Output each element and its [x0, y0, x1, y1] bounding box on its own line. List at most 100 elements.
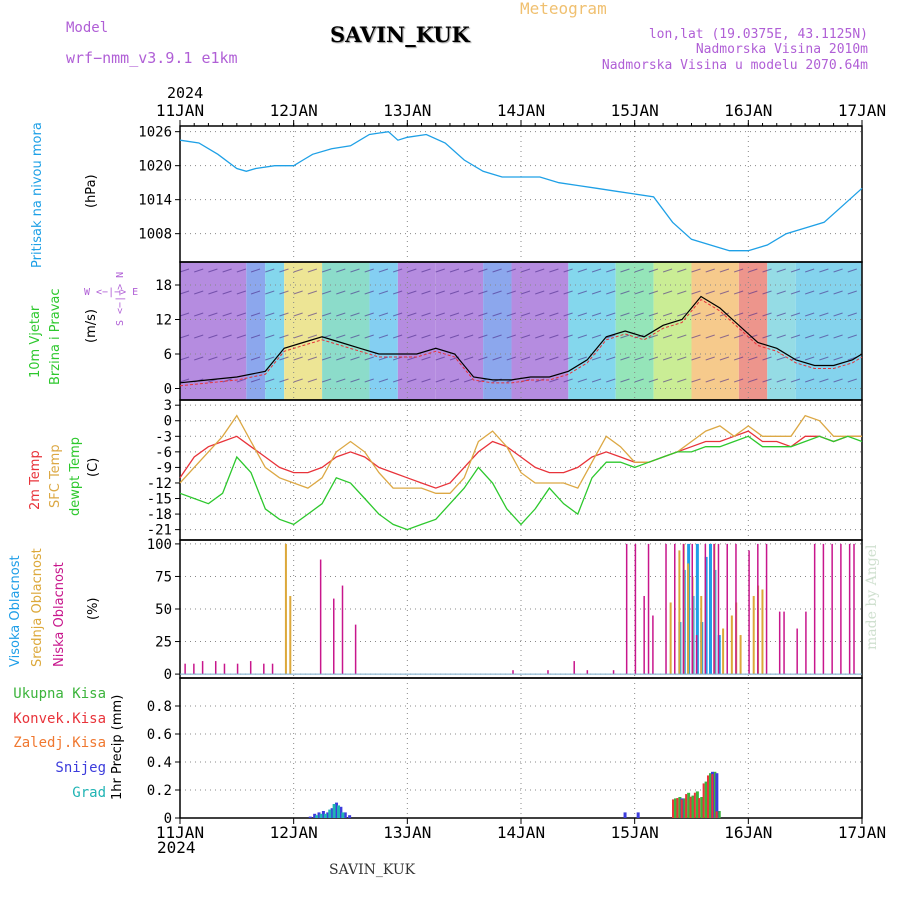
- wind-arrow: [733, 268, 744, 273]
- wind-arrow: [250, 378, 261, 383]
- wind-arrow: [805, 334, 815, 339]
- time-label-top: 11JAN: [156, 101, 204, 120]
- wind-arrow: [847, 268, 857, 273]
- wind-arrow: [506, 356, 516, 361]
- wind-arrow: [677, 334, 687, 339]
- wind-arrow: [464, 268, 474, 273]
- cloud-low-bar: [319, 559, 322, 675]
- year-top: 2024: [167, 84, 204, 102]
- wind-arrow: [776, 268, 786, 273]
- wind-arrow: [677, 356, 687, 361]
- wind-arrow: [194, 356, 204, 361]
- wind-arrow: [378, 312, 389, 317]
- y-tick-label: 1008: [138, 227, 172, 243]
- y-tick-label: -3: [155, 429, 172, 445]
- wind-arrow: [762, 334, 772, 339]
- wind-arrow: [506, 334, 516, 339]
- cloud-low-bar: [695, 635, 698, 675]
- y-tick-label: -21: [147, 523, 172, 539]
- wind-arrow: [179, 378, 190, 383]
- wind-arrow: [847, 334, 857, 339]
- wind-arrow: [549, 268, 559, 273]
- y-tick-label: 0.8: [147, 699, 172, 715]
- time-label-top: 13JAN: [383, 101, 431, 120]
- precip-total-bar: [682, 798, 686, 818]
- y-tick-label: 0: [164, 382, 172, 398]
- cloud-low-bar: [184, 663, 186, 675]
- wind-arrow: [478, 312, 488, 317]
- wind-arrow: [591, 268, 602, 273]
- wind-arrow: [563, 268, 573, 273]
- cloud-low-bar: [765, 543, 768, 675]
- cloud-low-bar: [713, 543, 715, 675]
- wind-arrow: [705, 356, 715, 361]
- wind-arrow: [549, 312, 559, 317]
- wind-band: [246, 262, 266, 400]
- cloud-mid-bar: [752, 595, 755, 675]
- precip-total-bar: [687, 792, 691, 818]
- wind-gust-line: [179, 298, 863, 387]
- y-tick-label: 1020: [138, 159, 172, 175]
- y-tick-label: 0.6: [147, 727, 172, 743]
- wind-arrow: [236, 334, 246, 339]
- wind-arrow: [662, 312, 673, 317]
- wind-arrow: [805, 378, 815, 383]
- cloud-low-bar: [573, 661, 575, 675]
- wind-arrow: [662, 268, 673, 273]
- cloud-low-bar: [778, 611, 781, 675]
- y-tick-label: 1026: [138, 125, 172, 141]
- wind-arrow: [648, 356, 659, 361]
- wind-arrow: [535, 356, 545, 361]
- wind-arrow: [506, 290, 516, 295]
- cloud-low-bar: [201, 661, 204, 675]
- wind-arrow: [464, 312, 474, 317]
- y-tick-label: 50: [155, 602, 172, 618]
- wind-arrow: [236, 356, 246, 361]
- wind-arrow: [506, 268, 516, 273]
- wind-arrow: [321, 378, 332, 383]
- lonlat-label: lon,lat (19.0375E, 43.1125N): [648, 27, 868, 42]
- precip-convective-bar: [685, 794, 688, 818]
- y-tick-label: -15: [147, 492, 172, 508]
- cloud-high-bar: [708, 543, 712, 675]
- wind-arrow: [833, 378, 843, 383]
- wind-arrow: [719, 334, 730, 339]
- wind-arrow: [279, 378, 289, 383]
- model-label: Model: [66, 20, 109, 36]
- wind-arrow: [449, 312, 460, 317]
- year-bottom: 2024: [157, 838, 196, 857]
- time-label-top: 17JAN: [838, 101, 886, 120]
- wind-arrow: [250, 290, 261, 295]
- wind-arrow: [421, 356, 431, 361]
- wind-arrow: [321, 290, 332, 295]
- wind-arrow: [407, 378, 417, 383]
- precip-convective-bar: [672, 799, 675, 818]
- wind-arrow: [847, 378, 857, 383]
- wind-arrow: [378, 378, 389, 383]
- wind-arrow: [208, 268, 218, 273]
- wind-arrow: [705, 290, 715, 295]
- wind-arrow: [563, 378, 573, 383]
- precip-snow-bar: [308, 816, 312, 818]
- wind-arrow: [520, 268, 531, 273]
- wind-arrow: [748, 334, 758, 339]
- wind-arrow: [464, 356, 474, 361]
- wind-arrow: [535, 290, 545, 295]
- wind-arrow: [478, 356, 488, 361]
- wind-arrow: [591, 290, 602, 295]
- wind-arrow: [506, 312, 516, 317]
- wind-arrow: [265, 268, 275, 273]
- cloud-mid-bar: [700, 595, 703, 675]
- wind-arrow: [279, 290, 289, 295]
- precip-total-bar: [713, 771, 717, 818]
- cloud-low-bar: [612, 670, 615, 675]
- wind-arrow: [833, 356, 843, 361]
- wind-arrow: [421, 290, 431, 295]
- wind-arrow: [719, 268, 730, 273]
- cloud-low-bar: [726, 543, 728, 675]
- wind-arrow: [265, 378, 275, 383]
- wind-arrow: [662, 356, 673, 361]
- cloud-low-bar: [547, 670, 549, 675]
- wind-arrow: [677, 378, 687, 383]
- wind-arrow: [378, 334, 389, 339]
